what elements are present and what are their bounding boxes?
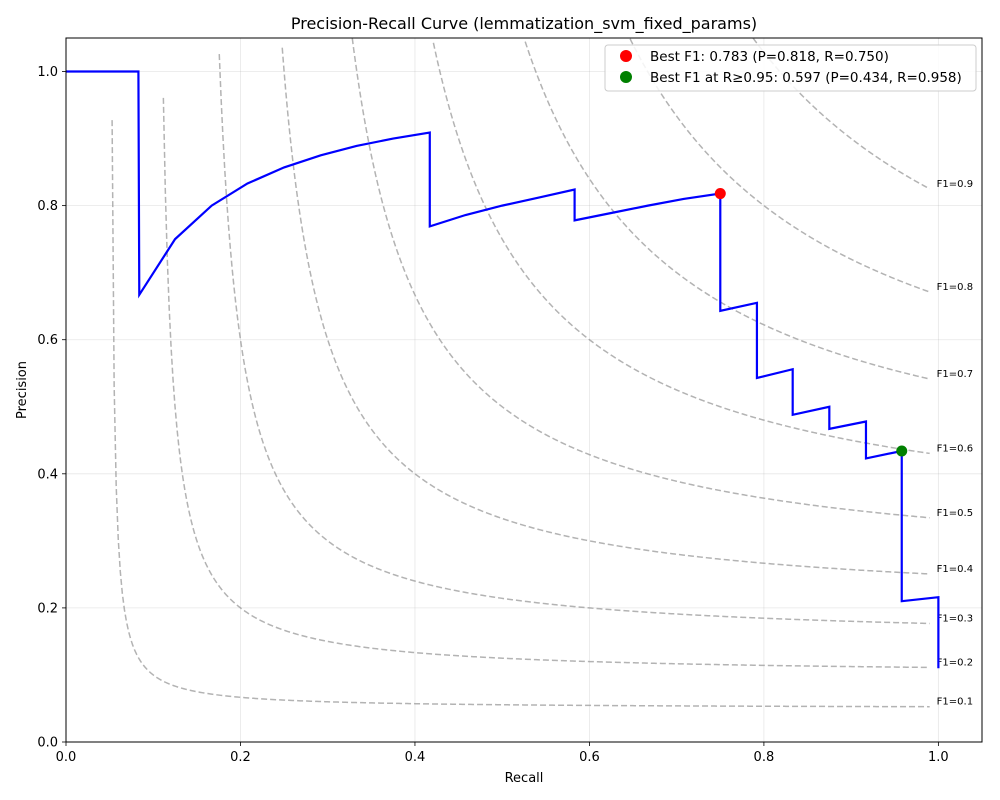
pr-curve-line [66, 70, 940, 669]
plot-area: F1=0.1 F1=0.2 F1=0.3 F1=0.4 F1=0.5 F1=0.6 F1=0… [65, 37, 983, 743]
marker-layer [714, 188, 908, 457]
iso-f1-label: F1=0.6 [937, 443, 973, 454]
y-tick-label: 0.8 [37, 199, 58, 214]
legend-label-best-f1: Best F1: 0.783 (P=0.818, R=0.750) [650, 49, 889, 65]
iso-f1-curves: F1=0.1 F1=0.2 F1=0.3 F1=0.4 F1=0.5 F1=0.6 F1=0… [111, 37, 973, 708]
y-tick-label: 0.0 [37, 736, 58, 751]
plot-background [66, 38, 982, 742]
iso-f1-curve [111, 120, 930, 708]
x-tick-label: 0.0 [56, 750, 77, 765]
iso-f1-label: F1=0.5 [937, 508, 973, 519]
grid [65, 38, 982, 743]
legend-label-best-f1-recall: Best F1 at R≥0.95: 0.597 (P=0.434, R=0.9… [650, 70, 962, 86]
iso-f1-label: F1=0.4 [937, 564, 973, 575]
iso-f1-label: F1=0.3 [937, 613, 973, 624]
y-tick-label: 0.4 [37, 467, 58, 482]
y-tick-label: 1.0 [37, 65, 58, 80]
iso-f1-curve [218, 54, 930, 625]
x-axis: 0.0 0.2 0.4 0.6 0.8 1.0 [56, 742, 949, 765]
series-layer [66, 70, 940, 669]
x-tick-label: 0.8 [754, 750, 775, 765]
y-axis: 0.0 0.2 0.4 0.6 0.8 1.0 [37, 65, 66, 751]
x-tick-label: 0.4 [405, 750, 426, 765]
legend-marker-best-f1 [620, 50, 632, 62]
iso-f1-curve [524, 41, 930, 380]
best-f1-recall-point [896, 445, 908, 457]
iso-f1-label: F1=0.7 [937, 369, 973, 380]
x-tick-label: 1.0 [928, 750, 949, 765]
legend-marker-best-f1-recall [620, 71, 632, 83]
iso-f1-curve [162, 97, 930, 669]
best-f1-point [714, 188, 726, 200]
legend: Best F1: 0.783 (P=0.818, R=0.750) Best F… [604, 44, 977, 92]
legend-box [604, 44, 977, 92]
chart-title: Precision-Recall Curve (lemmatization_sv… [291, 14, 757, 34]
y-axis-title: Precision [15, 361, 30, 419]
iso-f1-curve [432, 42, 930, 455]
iso-f1-label: F1=0.9 [937, 179, 973, 190]
plot-frame [65, 37, 983, 743]
iso-f1-label: F1=0.2 [937, 657, 973, 668]
y-tick-label: 0.6 [37, 333, 58, 348]
iso-f1-curve [281, 47, 930, 575]
x-axis-title: Recall [505, 771, 544, 786]
x-tick-label: 0.2 [230, 750, 251, 765]
iso-f1-curve [351, 38, 930, 519]
iso-f1-label: F1=0.8 [937, 282, 973, 293]
iso-f1-curve [629, 38, 930, 293]
y-tick-label: 0.2 [37, 601, 58, 616]
iso-f1-label: F1=0.1 [937, 697, 973, 708]
x-tick-label: 0.6 [579, 750, 600, 765]
